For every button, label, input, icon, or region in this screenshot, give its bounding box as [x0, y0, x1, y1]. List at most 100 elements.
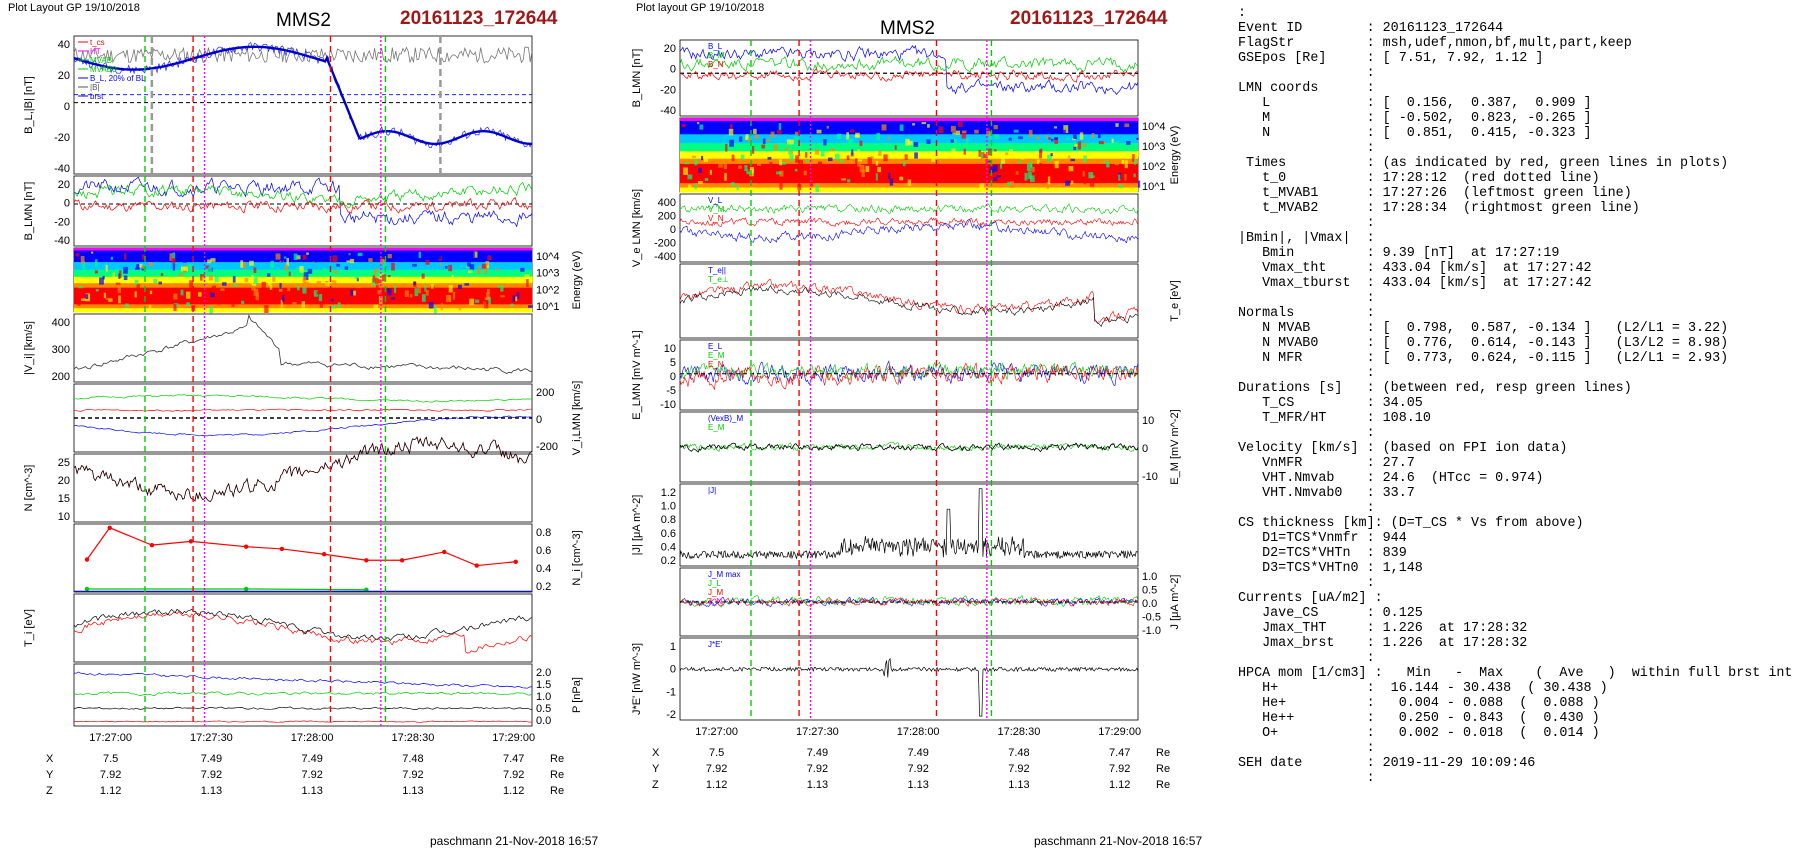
- y-tick-label: 5: [670, 357, 676, 369]
- y-tick-label: 2.0: [536, 667, 551, 679]
- spectrogram-speck: [687, 174, 693, 180]
- spectrogram-speck: [468, 269, 474, 272]
- spectrogram-speck: [91, 251, 94, 254]
- vel-series: [679, 202, 1139, 215]
- spectrogram-speck: [934, 170, 937, 173]
- te-perp-series: [679, 285, 1139, 327]
- spectrogram-speck: [113, 257, 118, 262]
- middle-coord-unit: Re: [1156, 763, 1170, 775]
- pi-series: [73, 691, 533, 697]
- y-tick-label: 1.0: [536, 691, 551, 703]
- legend-label: J_M max: [708, 570, 740, 579]
- spectrogram-speck: [899, 124, 904, 131]
- spectrogram-speck: [296, 285, 300, 291]
- legend-label: t_cs: [90, 38, 105, 47]
- spectrogram-band: [74, 269, 532, 278]
- spectrogram-speck: [805, 152, 808, 158]
- middle-coord-unit: Re: [1156, 747, 1170, 759]
- spectrogram-speck: [950, 139, 954, 143]
- y-tick-label: 10^1: [536, 301, 560, 313]
- spectrogram-speck: [1026, 163, 1032, 171]
- spectrogram-speck: [426, 290, 429, 296]
- spectrogram-speck: [719, 128, 724, 134]
- y-tick-label: 0.4: [661, 541, 676, 553]
- y-tick-label: 0: [64, 101, 70, 113]
- middle-panel-blmn: [679, 39, 1139, 117]
- spectrogram-speck: [467, 262, 471, 267]
- spectrogram-speck: [313, 258, 318, 263]
- summary-line: LMN coords :: [1238, 81, 1375, 96]
- y-tick-label: 200: [658, 211, 676, 223]
- spectrogram-speck: [841, 178, 846, 181]
- spectrogram-speck: [418, 251, 421, 259]
- spectrogram-speck: [387, 254, 392, 259]
- left-coord-value: 1.13: [201, 785, 222, 797]
- spectrogram-speck: [929, 125, 935, 130]
- legend-label: T_e||: [708, 266, 726, 275]
- spectrogram-speck: [790, 149, 794, 155]
- spectrogram-speck: [809, 183, 814, 187]
- summary-line: Event ID : 20161123_172644: [1238, 21, 1504, 36]
- summary-line: He+ : 0.004 - 0.088 ( 0.088 ): [1238, 696, 1600, 711]
- spectrogram-speck: [883, 154, 888, 162]
- summary-line: H+ : 16.144 - 30.438 ( 30.438 ): [1238, 681, 1608, 696]
- y-tick-label: 0: [670, 224, 676, 236]
- spectrogram-speck: [1124, 174, 1127, 181]
- left-coord-unit: Re: [550, 753, 564, 765]
- spectrogram-speck: [931, 156, 936, 162]
- spectrogram-speck: [694, 183, 697, 190]
- spectrogram-speck: [94, 270, 99, 274]
- middle-coord-value: 1.12: [1109, 779, 1130, 791]
- spectrogram-speck: [119, 270, 122, 279]
- spectrogram-speck: [313, 290, 319, 297]
- spectrogram-speck: [1063, 125, 1069, 134]
- bm-series: [679, 55, 1139, 73]
- spectrogram-speck: [1066, 137, 1069, 141]
- left-coord-value: 1.13: [402, 785, 423, 797]
- spectrogram-speck: [749, 166, 754, 173]
- spectrogram-speck: [266, 273, 271, 277]
- y-axis-label: T_i [eV]: [23, 609, 35, 647]
- spectrogram-speck: [304, 281, 310, 285]
- vl-series: [74, 394, 533, 403]
- spectrogram-speck: [387, 275, 391, 278]
- y-tick-label: 10^3: [536, 268, 560, 280]
- left-coord-value: 7.92: [402, 769, 423, 781]
- spectrogram-band: [680, 143, 1138, 152]
- spectrogram-speck: [1133, 173, 1136, 178]
- spectrogram-speck: [529, 276, 534, 283]
- spectrogram-speck: [153, 278, 157, 284]
- spectrogram-speck: [81, 298, 86, 302]
- spectrogram-speck: [160, 273, 164, 277]
- spectrogram-speck: [251, 283, 257, 286]
- summary-line: t_MVAB1 : 17:27:26 (leftmost green line): [1238, 186, 1632, 201]
- y-tick-label: 10^4: [536, 251, 560, 263]
- middle-coord-value: 1.13: [1008, 779, 1029, 791]
- spectrogram-speck: [983, 154, 988, 158]
- spectrogram-speck: [979, 183, 985, 189]
- spectrogram-speck: [387, 288, 392, 296]
- spectrogram-speck: [978, 149, 981, 157]
- spectrogram-speck: [961, 132, 967, 139]
- spectrogram-speck: [520, 267, 525, 272]
- spectrogram-speck: [414, 288, 419, 297]
- spectrogram-speck: [136, 284, 140, 289]
- y-tick-label: -40: [660, 105, 676, 117]
- spectrogram-speck: [306, 252, 309, 255]
- spectrogram-speck: [118, 295, 121, 304]
- middle-panel-je: [679, 637, 1139, 721]
- y-tick-label: 10: [664, 343, 676, 355]
- spectrogram-speck: [878, 150, 882, 157]
- y-tick-label: 10^3: [1142, 141, 1166, 153]
- spectrogram-speck: [789, 130, 793, 135]
- middle-coord-value: 7.49: [907, 747, 928, 759]
- spectrogram-speck: [894, 145, 897, 150]
- spectrogram-speck: [187, 263, 193, 271]
- summary-line: t_MVAB2 : 17:28:34 (rightmost green line…: [1238, 201, 1640, 216]
- y-tick-label: 400: [658, 197, 676, 209]
- spectrogram-speck: [123, 253, 127, 260]
- spectrogram-speck: [172, 252, 176, 260]
- spectrogram-speck: [353, 290, 356, 296]
- spectrogram-speck: [337, 294, 342, 298]
- left-time-tick: 17:27:30: [190, 732, 233, 744]
